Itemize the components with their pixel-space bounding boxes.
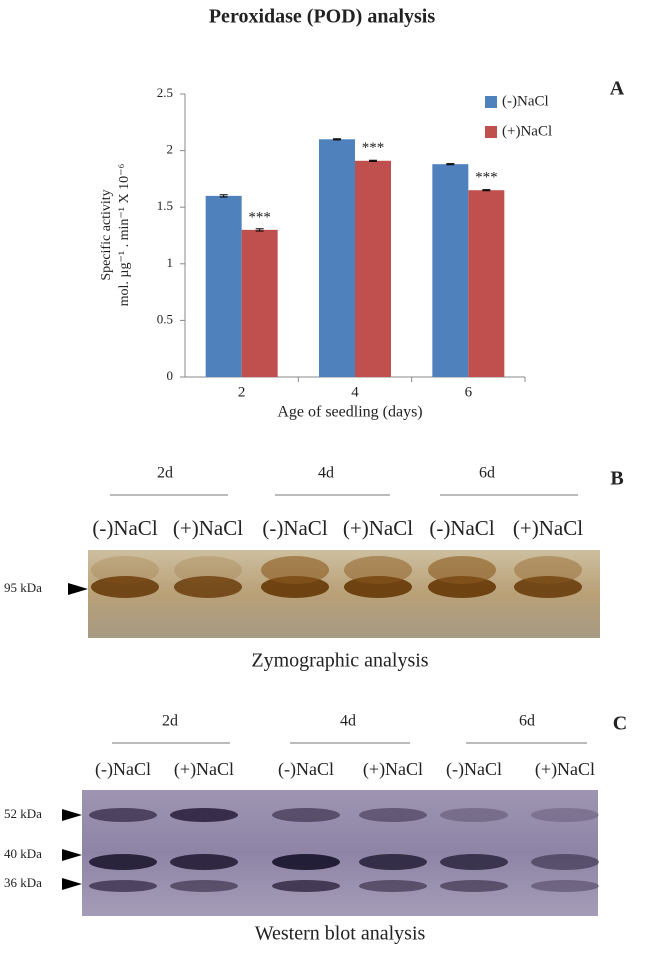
band <box>440 854 508 870</box>
bar <box>432 164 469 377</box>
x-tick-label: 2 <box>238 384 246 400</box>
figure-title: Peroxidase (POD) analysis <box>209 6 436 28</box>
marker-label: 36 kDa <box>4 875 42 890</box>
marker-arrow <box>62 809 82 821</box>
lane-label: (+)NaCl <box>363 759 423 780</box>
band <box>440 808 508 822</box>
lane-label: (-)NaCl <box>92 516 157 540</box>
lane-label: (-)NaCl <box>429 516 494 540</box>
band <box>170 808 238 822</box>
legend-swatch <box>485 126 497 138</box>
y-tick-label: 1.5 <box>157 198 173 213</box>
marker-label: 40 kDa <box>4 846 42 861</box>
marker-arrow <box>62 849 82 861</box>
bar <box>468 190 505 377</box>
band <box>174 556 242 584</box>
y-tick-label: 0.5 <box>157 311 173 326</box>
y-axis-title: Specific activity mol. µg⁻¹ . min⁻¹ X 10… <box>99 164 132 307</box>
band <box>531 854 599 870</box>
caption: Western blot analysis <box>255 923 426 945</box>
band <box>344 556 412 584</box>
lane-label: (-)NaCl <box>95 759 151 780</box>
lane-label: (+)NaCl <box>173 516 243 540</box>
error-bar <box>446 163 455 166</box>
lane-label: (+)NaCl <box>535 759 595 780</box>
lane-label: (+)NaCl <box>343 516 413 540</box>
day-label: 4d <box>340 713 356 730</box>
band <box>261 556 329 584</box>
bar <box>241 229 278 377</box>
band <box>91 556 159 584</box>
lane-label: (+)NaCl <box>513 516 583 540</box>
x-axis-title: Age of seedling (days) <box>277 404 422 421</box>
significance-label: *** <box>362 140 385 156</box>
band <box>359 880 427 892</box>
marker-label: 95 kDa <box>4 580 42 595</box>
panel-label: B <box>610 468 623 490</box>
error-bar <box>482 189 491 192</box>
x-tick-label: 4 <box>351 384 359 400</box>
legend-swatch <box>485 96 497 108</box>
caption: Zymographic analysis <box>251 650 428 672</box>
band <box>359 854 427 870</box>
bar <box>355 160 391 377</box>
panel-label: A <box>610 78 625 100</box>
error-bar <box>219 194 228 198</box>
significance-label: *** <box>475 170 498 186</box>
marker-arrow <box>62 878 82 890</box>
western-membrane <box>82 790 598 916</box>
significance-label: *** <box>248 209 271 225</box>
band <box>272 808 340 822</box>
lane-label: (-)NaCl <box>446 759 502 780</box>
error-bar <box>333 138 341 141</box>
error-bar <box>369 159 377 162</box>
band <box>170 854 238 870</box>
day-label: 2d <box>162 713 178 730</box>
band <box>89 854 157 870</box>
band <box>174 576 242 598</box>
legend-label: (+)NaCl <box>502 123 552 139</box>
band <box>170 880 238 892</box>
band <box>514 576 582 598</box>
band <box>514 556 582 584</box>
lane-label: (-)NaCl <box>278 759 334 780</box>
y-label-line: mol. µg⁻¹ . min⁻¹ X 10⁻⁶ <box>117 164 132 307</box>
y-tick-label: 2.5 <box>157 85 173 100</box>
legend-label: (-)NaCl <box>502 93 549 109</box>
band <box>531 808 599 822</box>
band <box>531 880 599 892</box>
band <box>440 880 508 892</box>
band <box>89 880 157 892</box>
band <box>359 808 427 822</box>
day-label: 4d <box>318 465 334 482</box>
day-label: 6d <box>479 465 495 482</box>
zymogram-gel <box>88 550 600 638</box>
lane-label: (+)NaCl <box>174 759 234 780</box>
band <box>91 576 159 598</box>
marker-arrow <box>68 583 88 595</box>
lane-label: (-)NaCl <box>262 516 327 540</box>
y-tick-label: 2 <box>167 142 174 157</box>
day-label: 2d <box>157 465 173 482</box>
day-label: 6d <box>519 713 535 730</box>
y-tick-label: 0 <box>167 368 174 383</box>
band <box>428 556 496 584</box>
y-label-line: Specific activity <box>99 189 114 280</box>
panel-label: C <box>613 713 627 735</box>
marker-label: 52 kDa <box>4 806 42 821</box>
y-tick-label: 1 <box>167 255 174 270</box>
x-tick-label: 6 <box>465 384 473 400</box>
bar <box>319 139 355 377</box>
error-bar <box>255 228 264 232</box>
band <box>272 854 340 870</box>
band <box>89 808 157 822</box>
bar <box>205 195 242 377</box>
band <box>272 880 340 892</box>
